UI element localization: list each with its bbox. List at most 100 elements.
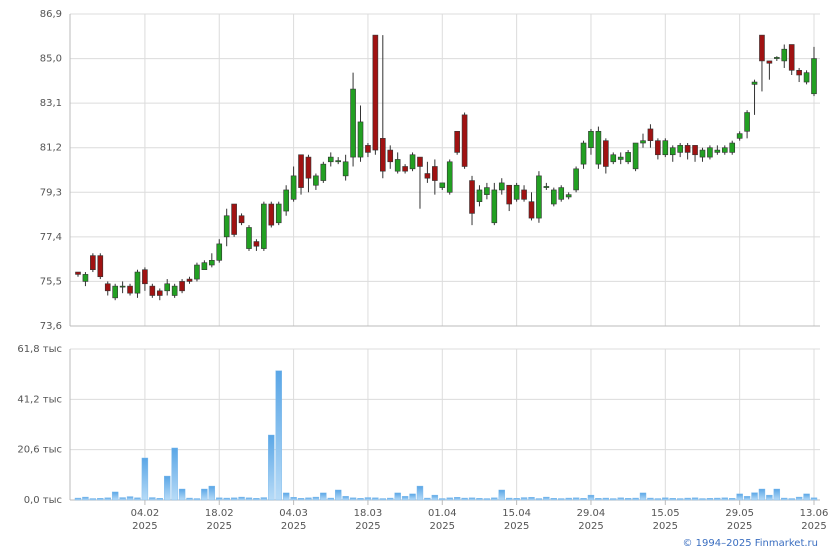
candle-body [365, 145, 371, 153]
candle-body [223, 215, 230, 238]
volume-bar [676, 498, 684, 501]
volume-bar [335, 489, 342, 501]
volume-bar [587, 494, 595, 501]
candle-body [788, 44, 795, 71]
candle-body [484, 187, 490, 195]
candle-body [699, 149, 706, 158]
volume-bar [82, 496, 89, 501]
candle-body [171, 285, 178, 296]
candle-body [119, 285, 126, 288]
volume-bar [290, 497, 297, 501]
candle-body [149, 285, 156, 296]
x-tick-year: 2025 [430, 521, 455, 532]
candle-body [610, 154, 617, 163]
volume-bar [245, 497, 253, 501]
volume-bar [134, 497, 141, 501]
candle-body [350, 88, 356, 158]
x-tick-year: 2025 [281, 521, 306, 532]
volume-bar [505, 497, 513, 501]
volume-bar [543, 496, 550, 501]
candle-body [432, 166, 438, 181]
candle-body [268, 203, 275, 226]
candle-body [580, 142, 587, 165]
y-tick-label: 77,4 [40, 232, 62, 243]
candle-body [313, 175, 319, 186]
candle-body [707, 147, 713, 158]
x-tick-label: 04.03 [279, 508, 308, 519]
volume-bar [669, 498, 676, 501]
volume-bar [409, 493, 416, 501]
candle-body [201, 262, 208, 270]
candle-body [417, 156, 423, 167]
candle-body [82, 274, 89, 282]
candle-body [320, 163, 327, 181]
volume-bar [714, 497, 721, 501]
candle-body [603, 140, 609, 167]
y-tick-label: 0,0 тыс [24, 495, 62, 506]
candle-body [647, 128, 654, 141]
volume-bar [178, 488, 186, 501]
volume-bar [647, 497, 654, 501]
candle-body [387, 149, 394, 163]
candle-body [550, 189, 557, 205]
volume-bar [751, 492, 758, 501]
volume-bar [773, 488, 781, 501]
candle-body [90, 255, 96, 270]
x-tick-label: 15.04 [502, 508, 531, 519]
y-tick-label: 81,2 [40, 143, 62, 154]
volume-bar [149, 497, 156, 501]
volume-bar [320, 492, 327, 501]
x-tick-year: 2025 [653, 521, 678, 532]
candle-body [692, 145, 698, 156]
volume-bar [446, 497, 453, 501]
volume-bar [491, 497, 498, 501]
x-tick-label: 04.02 [131, 508, 160, 519]
candle-body [759, 34, 765, 62]
volume-bar [216, 497, 223, 501]
volume-bar [803, 493, 810, 501]
volume-bar [208, 485, 216, 501]
volume-bar [617, 497, 624, 501]
candle-body [335, 160, 342, 163]
x-tick-year: 2025 [132, 521, 157, 532]
volume-bar [342, 496, 349, 501]
volume-bar [461, 497, 468, 501]
candle-body [476, 189, 483, 202]
candle-body [491, 189, 498, 224]
candle-body [194, 264, 200, 280]
candle-body [573, 168, 579, 191]
volume-bar [788, 498, 795, 501]
candle-body [744, 112, 750, 132]
candle-body [469, 180, 475, 214]
candle-body [655, 140, 661, 156]
volume-bar [610, 498, 617, 501]
x-tick-label: 29.05 [725, 508, 754, 519]
x-tick-year: 2025 [727, 521, 752, 532]
y-tick-label: 75,5 [40, 276, 62, 287]
volume-bar [327, 497, 334, 501]
candle-body [662, 140, 669, 156]
candle-body [558, 187, 565, 200]
volume-bar [684, 497, 691, 501]
volume-bar [483, 498, 491, 501]
candle-body [231, 203, 237, 235]
y-tick-label: 86,9 [40, 9, 62, 20]
volume-bar [431, 494, 439, 501]
candle-body [142, 269, 148, 285]
volume-bar [387, 497, 394, 501]
copyright[interactable]: © 1994–2025 Finmarket.ru [682, 538, 818, 549]
candle-body [625, 152, 631, 163]
volume-bar [171, 447, 178, 501]
candle-body [803, 72, 810, 83]
candle-body [380, 138, 386, 172]
volume-bar [349, 497, 357, 501]
candle-body [275, 203, 282, 224]
candle-body [75, 271, 81, 275]
candle-body [104, 283, 111, 292]
candle-body [283, 189, 289, 212]
volume-bar [268, 434, 275, 501]
volume-bar [401, 496, 409, 501]
candle-body [342, 161, 349, 177]
candle-body [774, 57, 780, 59]
x-tick-label: 29.04 [577, 508, 606, 519]
